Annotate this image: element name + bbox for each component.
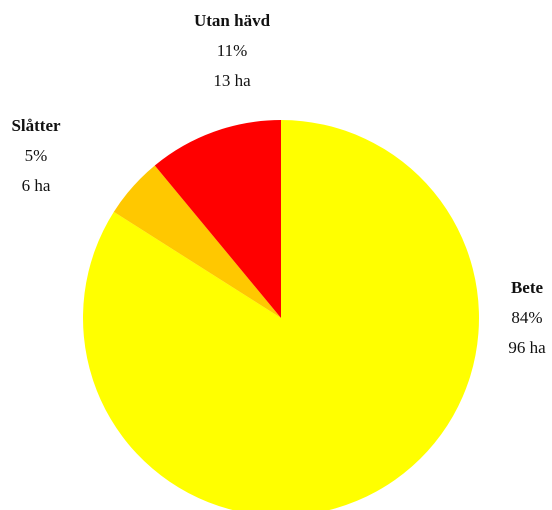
slice-area: 13 ha — [213, 71, 251, 90]
slice-area: 6 ha — [22, 176, 51, 195]
pie-slice — [83, 120, 479, 510]
slice-area: 96 ha — [508, 338, 546, 357]
slice-name: Bete — [511, 278, 544, 297]
pie-slice — [113, 165, 281, 318]
slice-percent: 84% — [511, 308, 542, 327]
slice-percent: 11% — [217, 41, 248, 60]
slice-name: Slåtter — [11, 116, 61, 135]
pie-slice — [154, 120, 281, 318]
slice-percent: 5% — [25, 146, 48, 165]
slice-name: Utan hävd — [194, 11, 271, 30]
